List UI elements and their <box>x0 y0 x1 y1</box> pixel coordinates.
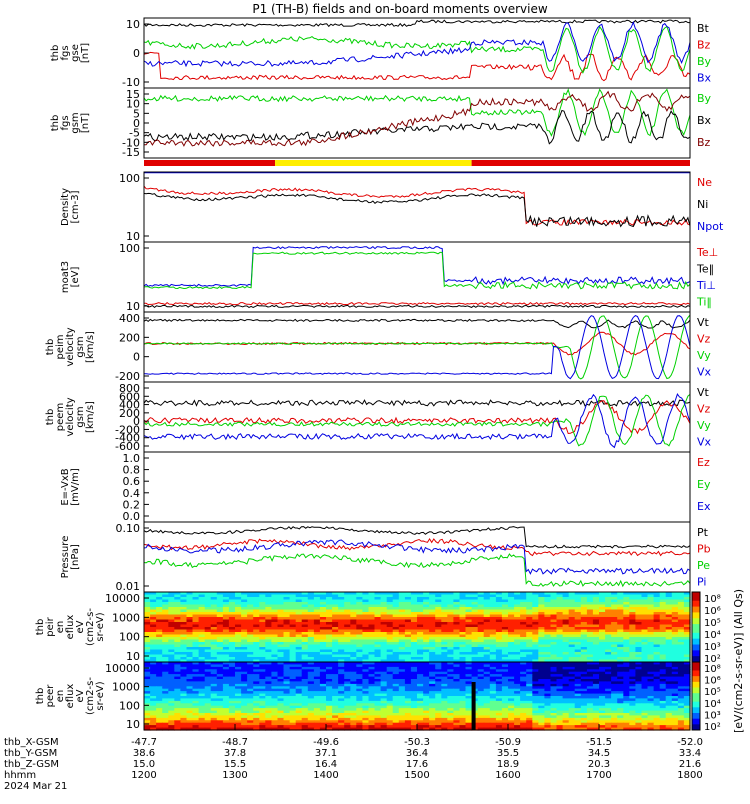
trace-Bt <box>144 20 690 26</box>
y-tick-label: 200 <box>119 331 140 344</box>
trace-Ti‖ <box>144 252 690 289</box>
panel-label-line: [nT] <box>80 43 91 63</box>
panel-frame <box>144 382 690 452</box>
y-tick-label: 100 <box>119 242 140 255</box>
trace-Ne <box>144 186 690 225</box>
trace-Bx <box>144 111 690 144</box>
legend-Ni: Ni <box>697 198 708 211</box>
legend-Vx: Vx <box>697 366 712 379</box>
legend-Vy: Vy <box>697 419 711 432</box>
panels-group: 100-10thbfgsgse[nT]BtBzByBx151050-5-10-1… <box>35 18 745 733</box>
legend-Ti‖: Ti‖ <box>696 296 712 309</box>
trace-Pi <box>144 540 690 574</box>
trace-By <box>144 90 690 136</box>
legend-By: By <box>697 92 712 105</box>
panel-label-line: [nPa] <box>70 544 81 570</box>
legend-Ex: Ex <box>697 500 711 513</box>
legend-Vt: Vt <box>697 386 710 399</box>
y-tick-label: 400 <box>119 312 140 325</box>
panel-y-label: moat3[eV] <box>60 261 81 293</box>
panel-frame <box>144 172 690 242</box>
panel-label-line: [nT] <box>80 113 91 133</box>
legend-Vx: Vx <box>697 436 712 449</box>
trace-Ni <box>144 193 690 226</box>
legend-Vz: Vz <box>697 403 711 416</box>
legend-Te⊥: Te⊥ <box>696 246 718 259</box>
legend-Vt: Vt <box>697 316 710 329</box>
y-tick-label: -15 <box>122 146 140 159</box>
trace-By <box>144 27 690 73</box>
trace-Te⊥ <box>144 303 690 305</box>
figure-title: P1 (TH-B) fields and on-board moments ov… <box>252 2 548 16</box>
trace-Vz <box>144 401 690 434</box>
legend-Bx: Bx <box>697 114 712 127</box>
legend-Ti⊥: Ti⊥ <box>696 279 716 292</box>
panel-10: 10000100010010thbpeerenefluxeV(cm2-s-sr-… <box>35 662 691 731</box>
panel-6: 8006004002000-200-400-600thbpeemvelocity… <box>45 382 712 453</box>
legend-Bz: Bz <box>697 136 711 149</box>
trace-Te‖ <box>144 305 690 307</box>
legend-Bt: Bt <box>697 22 710 35</box>
panel-y-label: thbfgsgsm[nT] <box>50 112 91 133</box>
panel-y-label: Pressure[nPa] <box>60 536 81 579</box>
panel-9: 10000100010010thbpeirenefluxeV(cm2-s-sr-… <box>35 592 691 663</box>
legend-Bx: Bx <box>697 72 712 85</box>
trace-Pb <box>144 539 690 556</box>
legend-Ez: Ez <box>697 456 710 469</box>
y-tick-label: 100 <box>119 172 140 185</box>
panel-label-line: [km/s] <box>85 401 96 433</box>
panel-frame <box>144 18 690 88</box>
panel-frame <box>144 452 690 522</box>
legend-Te‖: Te‖ <box>696 263 714 276</box>
panel-5: 4002000-200thbpeimvelocitygsm[km/s]VtVzV… <box>45 312 712 383</box>
panel-label-line: [km/s] <box>85 331 96 363</box>
panel-y-label: E=-VxB[mV/m] <box>60 468 81 506</box>
panel-label-line: [cm-3] <box>70 190 81 223</box>
y-tick-label: 0.10 <box>116 522 141 535</box>
y-tick-label: 0 <box>133 351 140 364</box>
trace-Bz <box>144 52 690 80</box>
legend-By: By <box>697 55 712 68</box>
panel-y-label: thbpeirenefluxeV(cm2-s-sr-eV) <box>35 608 106 646</box>
trace-Pt <box>144 527 690 548</box>
panel-y-label: thbfgsgse[nT] <box>50 43 91 63</box>
panel-label-line: [eV] <box>70 267 81 288</box>
y-tick-label: 100 <box>119 631 140 644</box>
legend-Bz: Bz <box>697 39 711 52</box>
legend-Pt: Pt <box>697 526 709 539</box>
legend-Npot: Npot <box>697 220 724 233</box>
legend-Ne: Ne <box>697 176 712 189</box>
trace-Bx <box>144 22 690 66</box>
panel-label-line: [mV/m] <box>70 468 81 506</box>
panel-frame <box>144 312 690 382</box>
legend-Pi: Pi <box>697 576 706 589</box>
y-tick-label: 10000 <box>105 592 140 605</box>
legend-Vz: Vz <box>697 333 711 346</box>
legend-Pe: Pe <box>697 559 710 572</box>
legend-Pb: Pb <box>697 543 711 556</box>
panel-label-line: sr-eV) <box>95 612 106 641</box>
panel-y-label: thbpeimvelocitygsm[km/s] <box>45 327 96 366</box>
panel-y-label: Density[cm-3] <box>60 188 81 226</box>
y-tick-label: 10 <box>126 18 140 31</box>
panel-y-label: thbpeemvelocitygsm[km/s] <box>45 397 96 436</box>
y-tick-label: 1000 <box>112 611 140 624</box>
y-tick-label: 0 <box>133 47 140 60</box>
legend-Ey: Ey <box>697 478 711 491</box>
legend-Vy: Vy <box>697 349 711 362</box>
